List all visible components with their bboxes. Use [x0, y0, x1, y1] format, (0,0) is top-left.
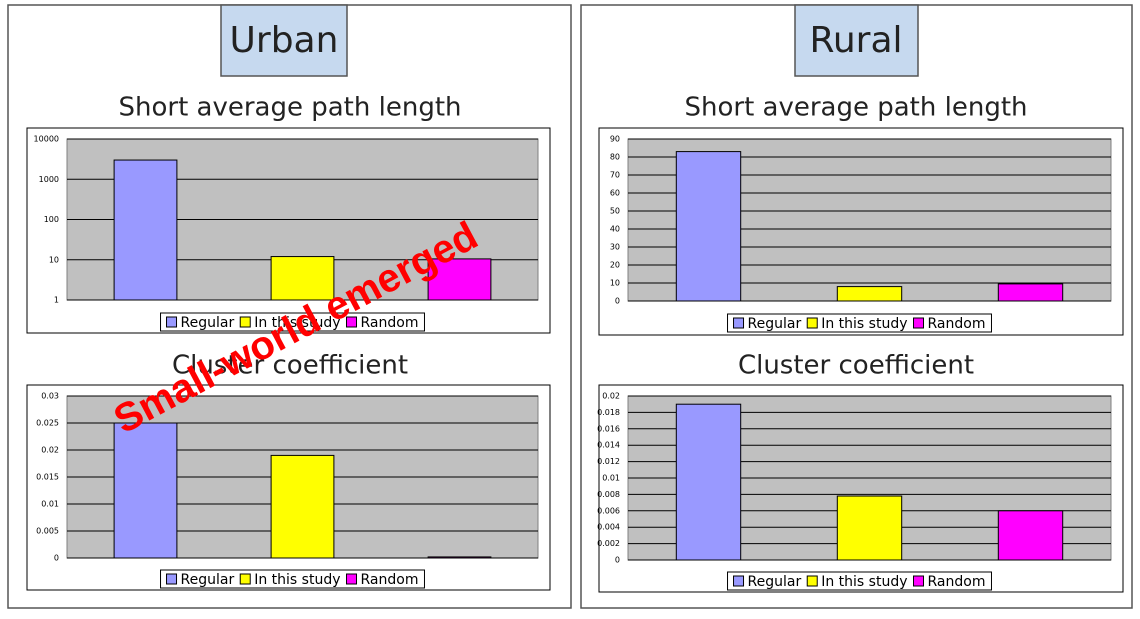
legend-swatch — [239, 573, 251, 585]
legend-swatch — [239, 316, 251, 328]
y-tick-label: 0 — [615, 556, 620, 565]
y-tick-label: 10 — [49, 255, 59, 264]
y-tick-label: 70 — [610, 171, 620, 180]
legend-swatch — [166, 573, 178, 585]
legend-label: Regular — [181, 315, 235, 331]
y-tick-label: 50 — [610, 207, 620, 216]
legend-swatch — [733, 317, 745, 329]
legend: Regular In this study Random — [160, 569, 425, 589]
y-tick-label: 0.004 — [597, 523, 620, 532]
y-tick-label: 0.01 — [41, 500, 59, 509]
y-tick-label: 0.014 — [597, 441, 620, 450]
y-tick-label: 0.006 — [597, 506, 620, 515]
y-tick-label: 20 — [610, 261, 620, 270]
legend-frame — [160, 569, 425, 589]
legend-label: In this study — [821, 574, 907, 590]
y-tick-label: 100 — [44, 215, 59, 224]
y-tick-label: 0.018 — [597, 408, 620, 417]
panel-heading: Rural — [809, 20, 902, 61]
y-tick-label: 0 — [615, 297, 620, 306]
bar — [113, 159, 178, 301]
y-tick-label: 0.02 — [602, 392, 620, 401]
legend-label: Regular — [748, 316, 802, 332]
legend-swatch — [346, 316, 358, 328]
heading-box — [794, 4, 919, 77]
chart-title: Cluster coefficient — [738, 351, 974, 381]
y-tick-label: 0.002 — [597, 539, 620, 548]
legend-swatch — [733, 575, 745, 587]
bar — [427, 258, 492, 301]
legend: Regular In this study Random — [727, 313, 992, 333]
legend-label: Regular — [748, 574, 802, 590]
y-tick-label: 0.016 — [597, 424, 620, 433]
y-tick-label: 0.025 — [36, 419, 59, 428]
legend-swatch — [806, 317, 818, 329]
y-tick-label: 80 — [610, 153, 620, 162]
y-tick-label: 1 — [54, 296, 59, 305]
legend-label: In this study — [821, 316, 907, 332]
bar — [836, 495, 903, 561]
bar — [997, 510, 1064, 561]
legend-label: Random — [361, 572, 419, 588]
bar — [270, 454, 335, 559]
bar — [836, 286, 903, 302]
legend-label: In this study — [254, 315, 340, 331]
charts: Short average path length110100100010000… — [26, 93, 1124, 593]
legend-label: Random — [361, 315, 419, 331]
y-tick-label: 40 — [610, 225, 620, 234]
bar — [427, 556, 492, 559]
legend-label: Regular — [181, 572, 235, 588]
chart-title: Cluster coefficient — [172, 351, 408, 381]
panel-heading: Urban — [230, 20, 339, 61]
chart-title: Short average path length — [685, 93, 1028, 123]
legend-frame — [727, 571, 992, 591]
heading-box — [220, 4, 348, 77]
y-tick-label: 0.02 — [41, 446, 59, 455]
legend-swatch — [346, 573, 358, 585]
y-tick-label: 0.015 — [36, 473, 59, 482]
y-tick-label: 60 — [610, 189, 620, 198]
y-tick-label: 0.01 — [602, 474, 620, 483]
legend: Regular In this study Random — [160, 312, 425, 332]
bar — [270, 256, 335, 301]
y-tick-label: 1000 — [39, 175, 59, 184]
legend-swatch — [913, 317, 925, 329]
legend-frame — [160, 312, 425, 332]
legend-swatch — [806, 575, 818, 587]
chart-title: Short average path length — [119, 93, 462, 123]
y-tick-label: 30 — [610, 243, 620, 252]
bar — [113, 422, 178, 559]
bar — [675, 403, 742, 561]
legend: Regular In this study Random — [727, 571, 992, 591]
y-tick-label: 90 — [610, 135, 620, 144]
bar — [675, 151, 742, 302]
y-tick-label: 0 — [54, 554, 59, 563]
y-tick-label: 0.03 — [41, 392, 59, 401]
legend-frame — [727, 313, 992, 333]
y-tick-label: 0.012 — [597, 457, 620, 466]
legend-label: Random — [928, 316, 986, 332]
y-tick-label: 10000 — [34, 135, 59, 144]
legend-label: Random — [928, 574, 986, 590]
bar — [997, 283, 1064, 302]
legend-label: In this study — [254, 572, 340, 588]
y-tick-label: 10 — [610, 279, 620, 288]
legend-swatch — [913, 575, 925, 587]
y-tick-label: 0.005 — [36, 527, 59, 536]
legend-swatch — [166, 316, 178, 328]
y-tick-label: 0.008 — [597, 490, 620, 499]
